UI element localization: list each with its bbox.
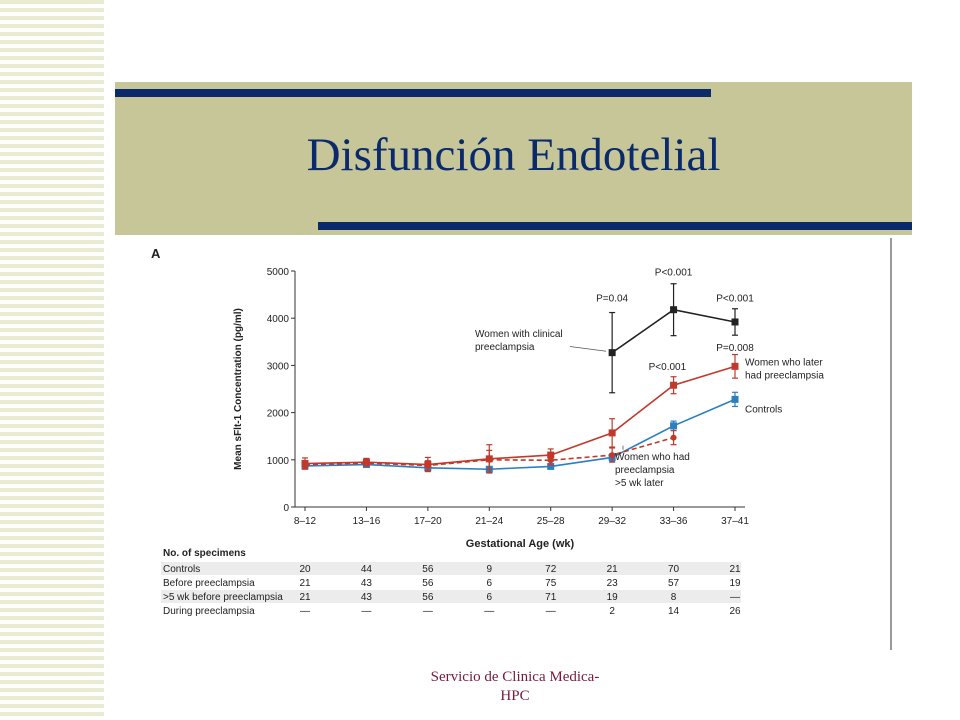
x-axis-label: Gestational Age (wk) (466, 538, 575, 550)
y-tick-label: 0 (283, 503, 289, 514)
table-cell: 56 (422, 564, 434, 575)
table-cell: 9 (487, 564, 493, 575)
table-cell: 19 (607, 592, 619, 603)
data-point (608, 349, 616, 357)
x-tick-label: 33–36 (660, 516, 688, 527)
table-cell: — (730, 592, 740, 603)
series-line-1 (304, 365, 736, 466)
x-tick-label: 8–12 (294, 516, 317, 527)
table-cell: 43 (361, 592, 373, 603)
table-cell: 70 (668, 564, 680, 575)
table-cell: 43 (361, 578, 373, 589)
series-label: preeclampsia (475, 342, 535, 353)
table-cell: 8 (671, 592, 677, 603)
table-row-label: Before preeclampsia (163, 578, 255, 589)
decorative-stripes (0, 0, 104, 720)
x-tick-label: 37–41 (721, 516, 749, 527)
chart-figure: A 0 1000 2000 3000 4000 5000 8–12 13–16 17–20 21–2… (145, 238, 892, 650)
y-tick-label: 5000 (267, 267, 290, 278)
data-point (363, 460, 370, 467)
table-row-label: >5 wk before preeclampsia (163, 592, 283, 603)
table-cell: 6 (487, 578, 493, 589)
table-cell: 44 (361, 564, 373, 575)
x-tick-label: 13–16 (353, 516, 381, 527)
data-point (608, 429, 616, 437)
table-cell: 21 (299, 592, 311, 603)
footer-line-2: HPC (500, 688, 530, 704)
table-cell: 23 (607, 578, 619, 589)
data-point (547, 462, 555, 470)
series-label: Women who had (615, 452, 690, 463)
data-point (670, 381, 678, 389)
sflt1-chart: A 0 1000 2000 3000 4000 5000 8–12 13–16 17–20 21–2… (151, 246, 824, 617)
table-cell: 72 (545, 564, 557, 575)
x-tick-label: 29–32 (598, 516, 626, 527)
table-cell: — (300, 606, 310, 617)
table-row-bg (161, 590, 741, 603)
table-cell: — (361, 606, 371, 617)
x-tick-label: 25–28 (537, 516, 565, 527)
data-point (670, 306, 678, 314)
footer-line-1: Servicio de Clinica Medica- (430, 669, 600, 685)
p-value-annotation: P<0.001 (716, 294, 754, 305)
p-value-annotation: P<0.001 (655, 268, 693, 279)
p-value-annotation: P<0.001 (649, 362, 687, 373)
data-point (424, 462, 431, 469)
series-label: preeclampsia (615, 465, 675, 476)
slide-footer: Servicio de Clinica Medica- HPC (380, 668, 650, 706)
table-cell: 2 (609, 606, 615, 617)
series-label: Women who later (745, 357, 823, 368)
y-tick-label: 1000 (267, 456, 290, 467)
table-cell: 71 (545, 592, 557, 603)
table-row-label: During preeclampsia (163, 606, 255, 617)
data-point (302, 461, 308, 468)
title-rule-bottom (318, 222, 912, 230)
series-line-0 (304, 398, 736, 471)
table-cell: 20 (299, 564, 311, 575)
p-value-annotation: P=0.008 (716, 343, 754, 354)
table-cell: 21 (607, 564, 619, 575)
p-value-annotation: P=0.04 (596, 294, 628, 305)
table-cell: — (484, 606, 494, 617)
table-cell: — (423, 606, 433, 617)
y-axis-label: Mean sFlt-1 Concentration (pg/ml) (233, 308, 244, 470)
y-tick-label: 3000 (267, 361, 290, 372)
table-cell: 56 (422, 592, 434, 603)
table-cell: 57 (668, 578, 680, 589)
data-point (731, 395, 739, 403)
table-cell: 26 (729, 606, 741, 617)
data-point (731, 318, 739, 326)
data-point (731, 362, 739, 370)
data-point (670, 422, 678, 430)
y-tick-label: 2000 (267, 409, 290, 420)
table-cell: 6 (487, 592, 493, 603)
series-label: >5 wk later (615, 478, 664, 489)
table-row-label: Controls (163, 564, 200, 575)
table-cell: — (546, 606, 556, 617)
x-tick-label: 21–24 (475, 516, 503, 527)
table-cell: 19 (729, 578, 741, 589)
series-label: had preeclampsia (745, 370, 824, 381)
table-cell: 14 (668, 606, 680, 617)
title-band (115, 82, 912, 235)
series-label: Controls (745, 405, 782, 416)
data-point (609, 452, 616, 459)
table-cell: 75 (545, 578, 557, 589)
data-point (486, 456, 493, 463)
data-point (547, 457, 554, 464)
data-point (670, 434, 677, 441)
slide-title: Disfunción Endotelial (306, 129, 721, 181)
y-tick-label: 4000 (267, 314, 290, 325)
table-cell: 21 (299, 578, 311, 589)
callout-leader (569, 346, 607, 352)
table-row-bg (161, 562, 741, 575)
table-cell: 56 (422, 578, 434, 589)
panel-label: A (151, 246, 161, 261)
series-label: Women with clinical (475, 329, 563, 340)
title-rule-top (115, 89, 711, 97)
x-tick-label: 17–20 (414, 516, 442, 527)
table-cell: 21 (729, 564, 741, 575)
table-title: No. of specimens (163, 548, 246, 559)
